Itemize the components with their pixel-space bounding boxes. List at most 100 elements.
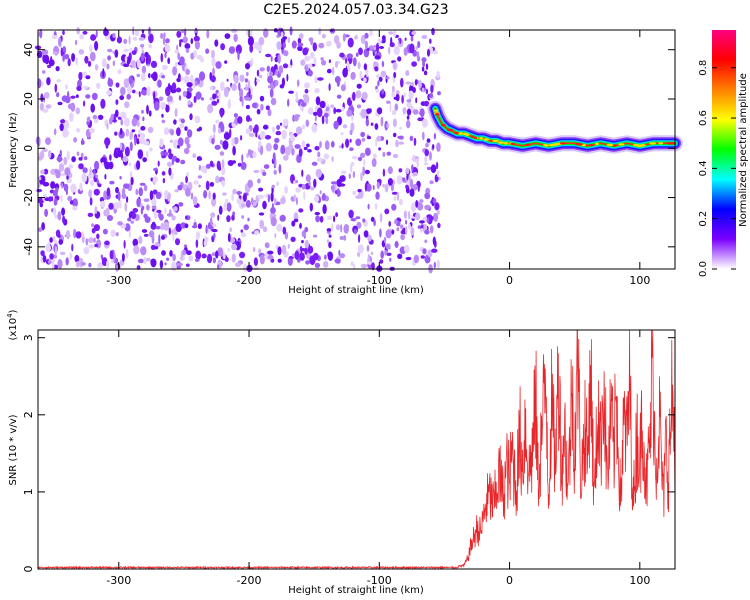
noise-blob — [293, 218, 299, 223]
noise-blob — [233, 33, 238, 43]
noise-blob — [374, 202, 378, 210]
noise-blob — [281, 244, 287, 255]
noise-blob — [123, 38, 128, 45]
noise-blob — [299, 33, 304, 40]
spectrogram-x-label: Height of straight line (km) — [288, 285, 424, 296]
noise-blob — [393, 62, 397, 70]
noise-blob — [256, 108, 261, 115]
noise-blob — [391, 229, 395, 235]
noise-blob — [304, 55, 311, 62]
noise-blob — [362, 218, 366, 223]
noise-blob — [357, 189, 362, 193]
noise-blob — [291, 220, 296, 227]
noise-blob — [415, 212, 421, 221]
snr-x-label: Height of straight line (km) — [288, 585, 424, 596]
noise-blob — [271, 126, 276, 133]
noise-blob — [218, 205, 223, 215]
noise-blob — [209, 217, 213, 226]
noise-blob — [412, 184, 418, 191]
noise-blob — [241, 215, 245, 219]
noise-blob — [245, 200, 251, 208]
noise-blob — [94, 243, 99, 248]
noise-blob — [221, 180, 226, 187]
noise-blob — [203, 190, 208, 199]
noise-blob — [310, 51, 315, 59]
noise-blob — [304, 247, 308, 255]
noise-blob — [436, 169, 440, 178]
noise-blob — [436, 259, 440, 269]
noise-blob — [410, 227, 415, 236]
noise-blob — [232, 145, 236, 156]
noise-blob — [71, 243, 74, 252]
noise-blob — [307, 107, 314, 115]
noise-blob — [270, 192, 274, 202]
noise-blob — [44, 208, 48, 217]
noise-blob — [160, 150, 165, 157]
noise-blob — [164, 192, 167, 196]
noise-blob — [219, 151, 225, 156]
noise-blob — [380, 250, 385, 259]
noise-blob — [242, 193, 247, 202]
noise-blob — [288, 143, 294, 150]
noise-blob — [393, 45, 400, 56]
noise-blob — [130, 176, 134, 186]
noise-blob — [239, 251, 246, 259]
noise-blob — [296, 79, 300, 87]
noise-blob — [193, 35, 200, 42]
x-tick-label: 100 — [629, 574, 650, 587]
noise-blob — [347, 37, 354, 48]
noise-blob — [318, 42, 325, 49]
noise-blob — [66, 150, 70, 160]
noise-blob — [351, 156, 358, 160]
noise-blob — [342, 124, 348, 129]
noise-blob — [94, 206, 98, 215]
noise-blob — [252, 151, 257, 158]
noise-blob — [214, 39, 219, 47]
noise-blob — [400, 234, 405, 241]
noise-blob — [42, 254, 47, 263]
noise-blob — [393, 196, 397, 201]
noise-blob — [278, 65, 284, 74]
noise-blob — [321, 115, 325, 125]
noise-blob — [62, 54, 65, 62]
noise-blob — [365, 118, 369, 127]
noise-blob — [267, 254, 274, 260]
noise-blob — [277, 54, 281, 64]
noise-blob — [123, 63, 130, 68]
noise-blob — [234, 262, 242, 268]
noise-blob — [43, 96, 46, 103]
noise-blob — [273, 169, 277, 175]
noise-blob — [409, 82, 415, 86]
noise-blob — [65, 230, 71, 240]
noise-blob — [117, 221, 123, 226]
signal-peak — [448, 128, 453, 132]
noise-blob — [39, 150, 45, 160]
noise-blob — [134, 30, 140, 37]
noise-blob — [148, 110, 152, 117]
noise-blob — [212, 67, 215, 77]
noise-blob — [164, 262, 167, 266]
noise-blob — [340, 84, 346, 92]
noise-blob — [167, 85, 173, 91]
noise-blob — [143, 140, 150, 146]
noise-blob — [91, 92, 98, 101]
noise-blob — [180, 118, 185, 124]
noise-blob — [396, 191, 400, 201]
noise-blob — [346, 109, 353, 117]
noise-blob — [308, 181, 311, 186]
noise-blob — [176, 262, 183, 267]
snr-ticks: -300 -200 -100 0 100 0 1 2 3 — [22, 330, 675, 587]
signal-peak — [441, 123, 446, 127]
noise-blob — [396, 175, 403, 185]
noise-blob — [175, 87, 182, 93]
noise-blob — [52, 189, 58, 197]
noise-blob — [299, 222, 302, 229]
noise-blob — [364, 169, 370, 175]
noise-blob — [137, 134, 141, 138]
colorbar: 0.0 0.2 0.4 0.6 0.8 Normalized spectral ampl… — [698, 30, 749, 277]
noise-blob — [211, 228, 218, 233]
noise-blob — [275, 244, 279, 250]
signal-peak — [498, 141, 504, 144]
noise-blob — [53, 254, 58, 259]
noise-blob — [326, 239, 330, 243]
